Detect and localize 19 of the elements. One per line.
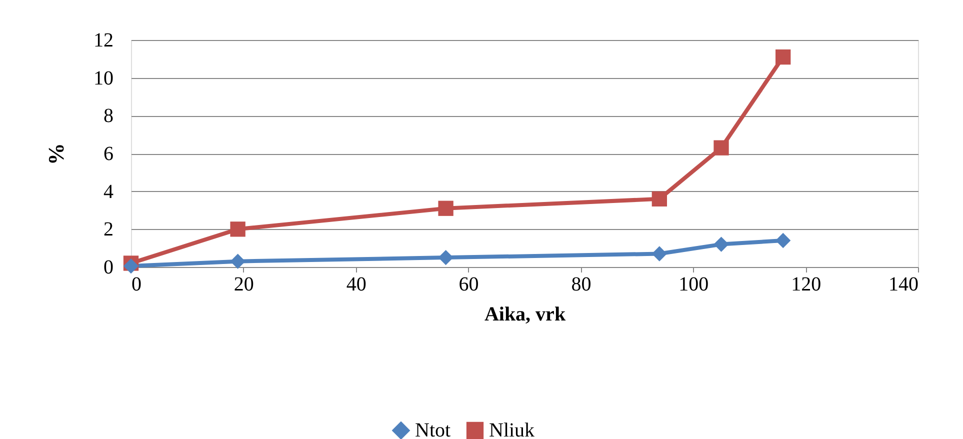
y-tick-label: 2 [104,218,114,241]
x-tick-label: 140 [888,274,918,296]
x-tick-label: 100 [678,274,709,296]
legend-label: Ntot [415,419,451,439]
x-tick-label: 0 [132,274,142,296]
legend-label: Nliuk [489,419,535,439]
x-tick-label: 40 [346,274,366,296]
x-tick-label: 120 [791,274,822,296]
x-tick-label: 80 [571,274,592,296]
y-tick-label: 10 [94,67,114,90]
y-tick-label: 8 [104,105,114,128]
x-tick-label: 20 [234,274,254,296]
y-axis-title: % [44,143,68,165]
x-axis-title: Aika, vrk [484,304,566,326]
y-tick-label: 4 [104,180,114,203]
x-tick-label: 60 [458,274,479,296]
y-tick-label: 12 [94,30,114,52]
y-tick-label: 6 [104,143,114,165]
y-tick-label: 0 [104,256,114,278]
